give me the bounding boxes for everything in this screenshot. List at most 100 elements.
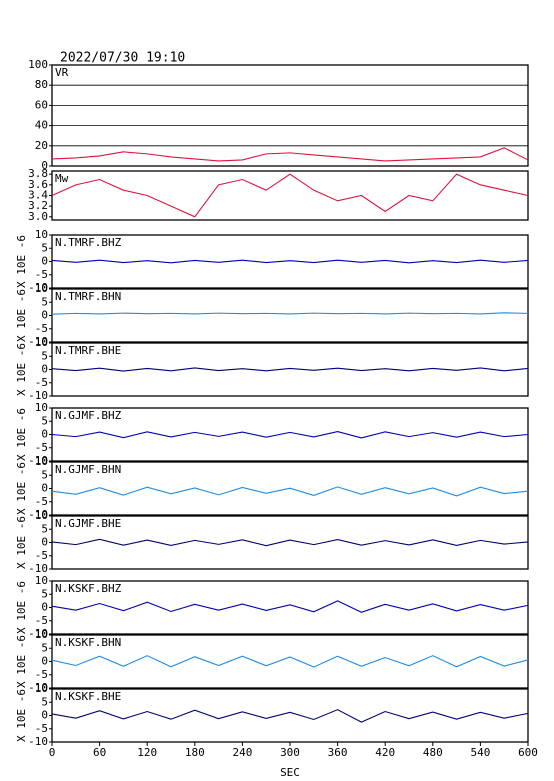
y-tick-label: 10 — [35, 509, 48, 522]
y-tick-label: 3.8 — [28, 167, 48, 180]
y-tick-label: -5 — [35, 495, 48, 508]
y-axis-label: X 10E -6 — [15, 235, 28, 288]
trace — [51, 173, 529, 218]
x-tick-label: 360 — [328, 746, 348, 759]
y-tick-label: 5 — [41, 641, 48, 654]
y-axis-label: X 10E -6 — [15, 289, 28, 342]
trace — [51, 367, 529, 372]
y-tick-label: 5 — [41, 295, 48, 308]
x-tick-label: 240 — [232, 746, 252, 759]
y-tick-label: 0 — [41, 428, 48, 441]
trace — [51, 312, 529, 315]
y-tick-label: 0 — [41, 309, 48, 322]
y-tick-label: -10 — [28, 681, 48, 694]
y-tick-label: 40 — [35, 119, 48, 132]
y-tick-label: -5 — [35, 722, 48, 735]
trace — [51, 431, 529, 439]
panel-label: N.TMRF.BHZ — [55, 236, 122, 249]
panel-frame — [51, 288, 529, 343]
panel-frame — [51, 64, 529, 167]
panel-frame — [51, 634, 529, 689]
x-tick-label: 420 — [375, 746, 395, 759]
y-tick-label: 0 — [41, 363, 48, 376]
trace — [51, 259, 529, 264]
y-tick-label: 20 — [35, 139, 48, 152]
y-axis-label: X 10E -6 — [15, 581, 28, 634]
y-tick-label: 0 — [41, 655, 48, 668]
y-tick-label: 100 — [28, 58, 48, 71]
y-tick-label: -5 — [35, 376, 48, 389]
trace — [51, 147, 529, 162]
y-tick-label: 3.4 — [28, 189, 48, 202]
y-tick-label: 10 — [35, 455, 48, 468]
panel-label: N.GJMF.BHN — [55, 463, 121, 476]
x-tick-label: 600 — [518, 746, 538, 759]
panel-frame — [51, 342, 529, 397]
panel-label: N.KSKF.BHZ — [55, 582, 122, 595]
y-tick-label: -10 — [28, 454, 48, 467]
x-tick-label: 480 — [423, 746, 443, 759]
y-tick-label: 5 — [41, 522, 48, 535]
y-tick-label: -10 — [28, 281, 48, 294]
trace — [51, 600, 529, 613]
y-tick-label: -5 — [35, 668, 48, 681]
x-tick-label: 540 — [470, 746, 490, 759]
y-axis-label: X 10E -6 — [15, 462, 28, 515]
y-tick-label: 80 — [35, 78, 48, 91]
panel-label: VR — [55, 66, 69, 79]
trace — [51, 655, 529, 668]
y-tick-label: -5 — [35, 441, 48, 454]
y-tick-label: 0 — [41, 159, 48, 172]
panel-label: N.TMRF.BHE — [55, 344, 121, 357]
x-tick-label: 60 — [93, 746, 106, 759]
y-tick-label: -5 — [35, 549, 48, 562]
y-tick-label: -10 — [28, 508, 48, 521]
y-axis-label: X 10E -6 — [15, 343, 28, 396]
y-axis-label: X 10E -6 — [15, 408, 28, 461]
panel-label: N.KSKF.BHE — [55, 690, 121, 703]
y-tick-label: 3.2 — [28, 199, 48, 212]
y-tick-label: 5 — [41, 468, 48, 481]
panel-frame — [51, 688, 529, 743]
y-tick-label: 5 — [41, 587, 48, 600]
panel-frame — [51, 234, 529, 289]
panel-frame — [51, 407, 529, 462]
trace — [51, 709, 529, 723]
panel-frame — [51, 580, 529, 635]
y-tick-label: 10 — [35, 401, 48, 414]
y-tick-label: 0 — [41, 255, 48, 268]
trace — [51, 538, 529, 547]
trace — [51, 486, 529, 497]
y-tick-label: 5 — [41, 241, 48, 254]
panel-label: N.GJMF.BHZ — [55, 409, 122, 422]
y-tick-label: -10 — [28, 735, 48, 748]
x-tick-label: 120 — [137, 746, 157, 759]
y-tick-label: 10 — [35, 282, 48, 295]
y-tick-label: 0 — [41, 482, 48, 495]
y-tick-label: 0 — [41, 601, 48, 614]
panel-frame — [51, 515, 529, 570]
y-tick-label: -10 — [28, 335, 48, 348]
y-tick-label: -5 — [35, 614, 48, 627]
y-tick-label: 0 — [41, 709, 48, 722]
y-tick-label: 10 — [35, 682, 48, 695]
y-tick-label: 5 — [41, 349, 48, 362]
timestamp: 2022/07/30 19:10 — [60, 51, 185, 66]
panel-label: N.GJMF.BHE — [55, 517, 121, 530]
y-tick-label: -5 — [35, 268, 48, 281]
y-tick-label: 10 — [35, 628, 48, 641]
y-tick-label: -10 — [28, 627, 48, 640]
y-axis-label: X 10E -6 — [15, 689, 28, 742]
x-tick-label: 180 — [185, 746, 205, 759]
y-axis-label: X 10E -6 — [15, 516, 28, 569]
y-tick-label: -10 — [28, 389, 48, 402]
y-tick-label: 5 — [41, 414, 48, 427]
x-tick-label: 300 — [280, 746, 300, 759]
y-tick-label: 3.6 — [28, 178, 48, 191]
panel-frame — [51, 170, 529, 221]
y-tick-label: 10 — [35, 336, 48, 349]
y-tick-label: 3.0 — [28, 210, 48, 223]
y-tick-label: 60 — [35, 98, 48, 111]
x-axis-label: SEC — [280, 766, 300, 779]
